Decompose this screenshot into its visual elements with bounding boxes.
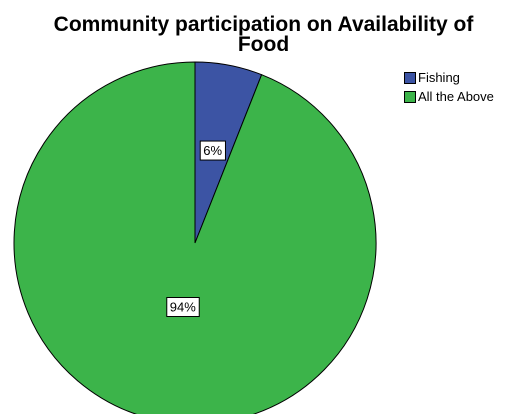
slice-label-fishing: 6%	[199, 140, 226, 161]
legend-label-fishing: Fishing	[418, 70, 460, 85]
slice-label-all-the-above: 94%	[166, 297, 200, 318]
legend-item-fishing: Fishing	[404, 68, 494, 87]
svg-text:6%: 6%	[203, 143, 222, 158]
svg-text:94%: 94%	[170, 300, 196, 315]
chart-title-line-1: Community participation on Availability …	[53, 13, 474, 36]
legend: Fishing All the Above	[404, 68, 494, 106]
chart-title-line-2: Food	[237, 33, 290, 56]
legend-item-all-the-above: All the Above	[404, 87, 494, 106]
legend-swatch-fishing	[404, 71, 416, 84]
legend-label-all-the-above: All the Above	[418, 89, 494, 104]
pie-slice-all-the-above	[13, 61, 377, 414]
legend-swatch-all-the-above	[404, 90, 416, 103]
